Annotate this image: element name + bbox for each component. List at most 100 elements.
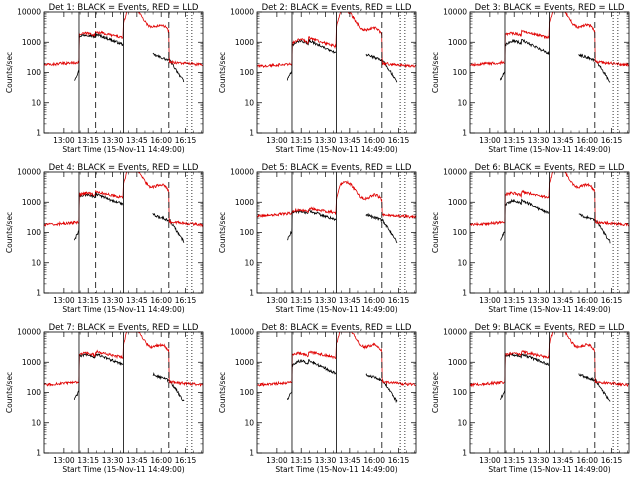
x-tick-label: 16:00 (150, 136, 172, 145)
x-tick-label: 13:45 (126, 456, 148, 465)
y-tick-label: 1 (249, 289, 254, 298)
panel-det-5: 1 10 100 1000 10000 13:00 13:15 13:30 13:45 16:00… (218, 163, 417, 314)
x-tick-label: 13:45 (552, 456, 574, 465)
x-tick-label: 13:15 (290, 456, 312, 465)
y-tick-label: 10000 (230, 8, 254, 17)
y-tick-label: 1000 (22, 38, 41, 47)
x-tick-label: 16:00 (150, 296, 172, 305)
series-events-line (287, 208, 398, 244)
y-tick-label: 10 (31, 258, 41, 267)
y-tick-label: 100 (240, 388, 255, 397)
y-tick-label: 1 (249, 129, 254, 138)
x-tick-label: 13:15 (503, 456, 525, 465)
x-tick-label: 13:00 (479, 456, 501, 465)
y-tick-label: 10 (457, 258, 467, 267)
panel-title: Det 9: BLACK = Events, RED = LLD (475, 323, 625, 333)
panel-title: Det 5: BLACK = Events, RED = LLD (262, 163, 412, 173)
x-tick-label: 13:15 (77, 456, 99, 465)
y-tick-label: 10000 (17, 328, 41, 337)
x-tick-label: 13:30 (102, 136, 124, 145)
y-tick-label: 1 (462, 289, 467, 298)
y-tick-label: 1 (462, 129, 467, 138)
x-tick-label: 16:15 (601, 136, 623, 145)
x-tick-label: 16:00 (363, 456, 385, 465)
x-axis-label: Start Time (15-Nov-11 14:49:00) (275, 465, 397, 474)
y-tick-label: 10 (31, 418, 41, 427)
series-events-line (286, 359, 398, 404)
panel-title: Det 2: BLACK = Events, RED = LLD (262, 3, 412, 13)
series-events-line (500, 198, 611, 244)
y-tick-label: 1000 (448, 38, 467, 47)
x-axis-label: Start Time (15-Nov-11 14:49:00) (275, 145, 397, 154)
y-axis-label: Counts/sec (5, 372, 14, 413)
y-tick-label: 10000 (443, 168, 467, 177)
y-tick-label: 1000 (448, 358, 467, 367)
panel-det-8: 1 10 100 1000 10000 13:00 13:15 13:30 13:45 16:00… (218, 323, 417, 474)
y-tick-label: 1 (36, 289, 41, 298)
y-tick-label: 10 (31, 98, 41, 107)
x-axis-label: Start Time (15-Nov-11 14:49:00) (488, 145, 610, 154)
panel-det-2: 1 10 100 1000 10000 13:00 13:15 13:30 13:45 16:00… (218, 3, 417, 154)
x-tick-label: 13:30 (528, 296, 550, 305)
x-tick-label: 16:15 (388, 136, 410, 145)
y-axis-label: Counts/sec (431, 52, 440, 93)
y-tick-label: 100 (453, 228, 468, 237)
y-tick-label: 10000 (230, 168, 254, 177)
y-tick-label: 10 (244, 98, 254, 107)
y-axis-label: Counts/sec (431, 372, 440, 413)
x-tick-label: 13:30 (102, 456, 124, 465)
x-tick-label: 13:00 (53, 456, 75, 465)
y-tick-label: 1000 (22, 198, 41, 207)
x-tick-label: 16:00 (576, 456, 598, 465)
series-events-line (73, 352, 185, 402)
series-events-line (286, 38, 398, 83)
x-tick-label: 13:30 (102, 296, 124, 305)
y-tick-label: 100 (27, 68, 42, 77)
y-tick-label: 1000 (235, 38, 254, 47)
x-tick-label: 13:00 (266, 456, 288, 465)
y-axis-label: Counts/sec (5, 52, 14, 93)
y-axis-label: Counts/sec (218, 212, 227, 253)
panel-title: Det 8: BLACK = Events, RED = LLD (262, 323, 412, 333)
x-tick-label: 13:15 (290, 296, 312, 305)
x-tick-label: 16:00 (363, 296, 385, 305)
x-tick-label: 13:30 (315, 136, 337, 145)
y-axis-label: Counts/sec (431, 212, 440, 253)
x-tick-label: 16:15 (175, 136, 197, 145)
y-tick-label: 100 (27, 228, 42, 237)
y-tick-label: 10000 (17, 8, 41, 17)
panel-det-1: 1 10 100 1000 10000 13:00 13:15 13:30 13:45 16:00… (5, 3, 204, 154)
y-axis-label: Counts/sec (5, 212, 14, 253)
x-tick-label: 13:15 (503, 296, 525, 305)
y-axis-label: Counts/sec (218, 52, 227, 93)
y-tick-label: 10000 (230, 328, 254, 337)
y-tick-label: 100 (27, 388, 42, 397)
x-tick-label: 16:00 (576, 296, 598, 305)
panel-det-4: 1 10 100 1000 10000 13:00 13:15 13:30 13:45 16:00… (5, 163, 204, 314)
x-tick-label: 13:45 (126, 136, 148, 145)
x-tick-label: 13:15 (290, 136, 312, 145)
x-tick-label: 16:15 (175, 296, 197, 305)
panel-title: Det 1: BLACK = Events, RED = LLD (49, 3, 199, 13)
panel-det-9: 1 10 100 1000 10000 13:00 13:15 13:30 13:45 16:00… (431, 323, 630, 474)
x-tick-label: 16:15 (175, 456, 197, 465)
x-tick-label: 13:00 (53, 136, 75, 145)
y-tick-label: 10 (457, 98, 467, 107)
x-axis-label: Start Time (15-Nov-11 14:49:00) (488, 465, 610, 474)
x-tick-label: 13:30 (315, 296, 337, 305)
x-tick-label: 13:45 (339, 136, 361, 145)
y-tick-label: 1000 (235, 198, 254, 207)
x-tick-label: 13:15 (77, 296, 99, 305)
x-tick-label: 13:15 (77, 136, 99, 145)
x-tick-label: 13:45 (339, 456, 361, 465)
x-tick-label: 16:00 (363, 136, 385, 145)
panel-title: Det 7: BLACK = Events, RED = LLD (49, 323, 199, 333)
y-tick-label: 100 (453, 388, 468, 397)
y-tick-label: 1000 (448, 198, 467, 207)
x-axis-label: Start Time (15-Nov-11 14:49:00) (488, 305, 610, 314)
x-tick-label: 13:15 (503, 136, 525, 145)
y-tick-label: 10000 (443, 8, 467, 17)
series-events-line (499, 352, 611, 402)
panel-title: Det 4: BLACK = Events, RED = LLD (49, 163, 199, 173)
